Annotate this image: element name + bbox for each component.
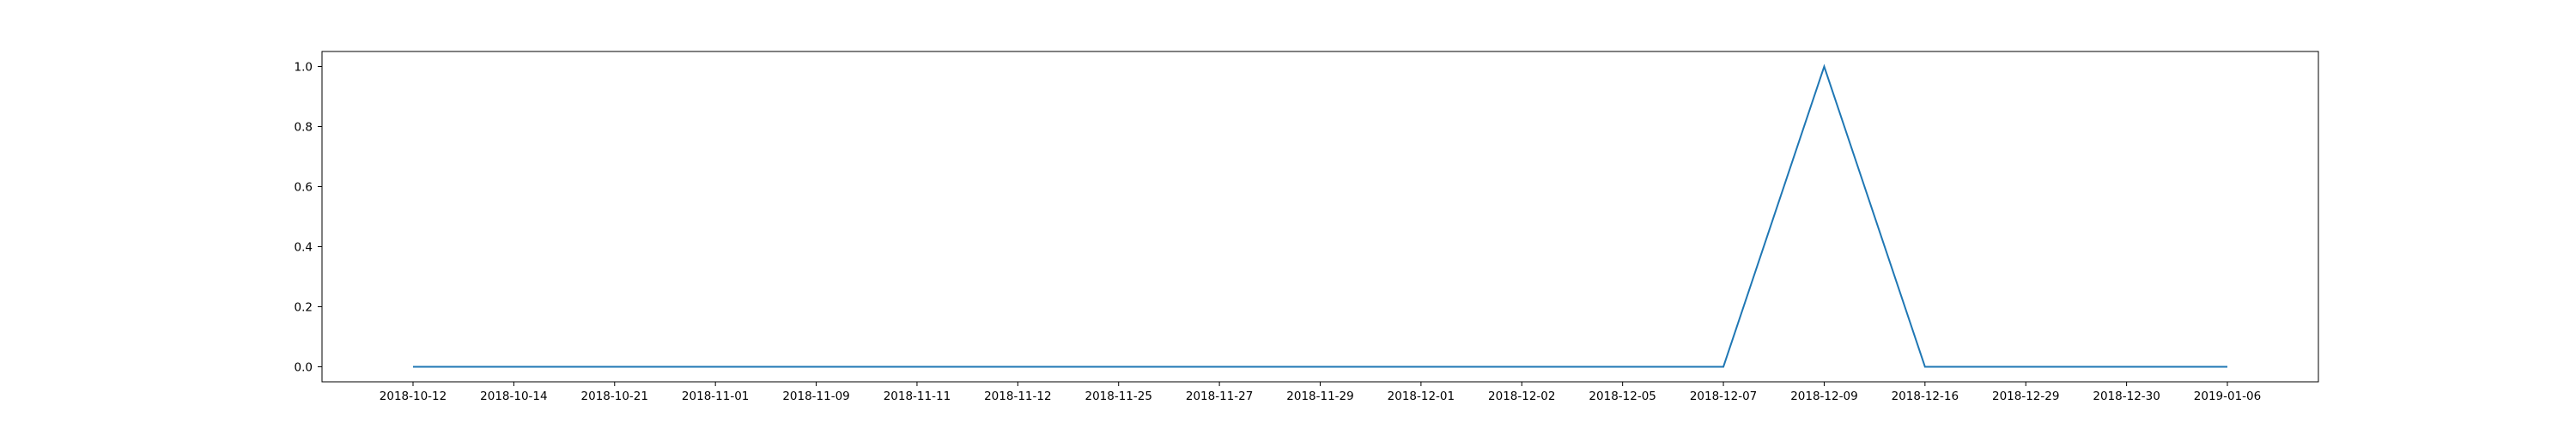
- x-tick-label: 2018-11-27: [1186, 390, 1253, 403]
- y-tick-label: 0.0: [295, 361, 313, 375]
- x-tick-label: 2018-12-30: [2093, 390, 2160, 403]
- x-tick-label: 2018-11-09: [782, 390, 849, 403]
- y-tick-label: 0.2: [295, 301, 313, 315]
- x-tick-label: 2018-12-16: [1892, 390, 1959, 403]
- y-tick-label: 1.0: [295, 61, 313, 75]
- y-tick-label: 0.6: [295, 181, 313, 195]
- x-tick-label: 2018-10-12: [380, 390, 447, 403]
- x-tick-label: 2018-11-11: [884, 390, 951, 403]
- x-tick-label: 2018-11-01: [682, 390, 749, 403]
- x-tick-label: 2018-12-02: [1488, 390, 1555, 403]
- x-tick-label: 2018-12-01: [1388, 390, 1455, 403]
- x-tick-label: 2018-12-09: [1790, 390, 1857, 403]
- x-tick-label: 2018-10-21: [581, 390, 648, 403]
- x-tick-label: 2018-12-05: [1589, 390, 1656, 403]
- x-tick-label: 2018-11-25: [1084, 390, 1151, 403]
- y-axis: 0.0 0.2 0.4 0.6 0.8 1.0: [295, 61, 322, 375]
- x-tick-label: 2018-10-14: [480, 390, 547, 403]
- y-tick-label: 0.8: [295, 121, 313, 135]
- x-axis: 2018-10-12 2018-10-14 2018-10-21 2018-11-01…: [380, 382, 2261, 403]
- x-tick-label: 2018-12-29: [1992, 390, 2059, 403]
- x-tick-label: 2018-11-12: [984, 390, 1051, 403]
- x-tick-label: 2018-11-29: [1286, 390, 1353, 403]
- series-layer: [413, 63, 2227, 368]
- x-tick-label: 2018-12-07: [1690, 390, 1757, 403]
- y-tick-label: 0.4: [295, 241, 313, 255]
- series-line: [413, 63, 2227, 368]
- plot-area-frame: [321, 51, 2319, 383]
- x-tick-label: 2019-01-06: [2194, 390, 2261, 403]
